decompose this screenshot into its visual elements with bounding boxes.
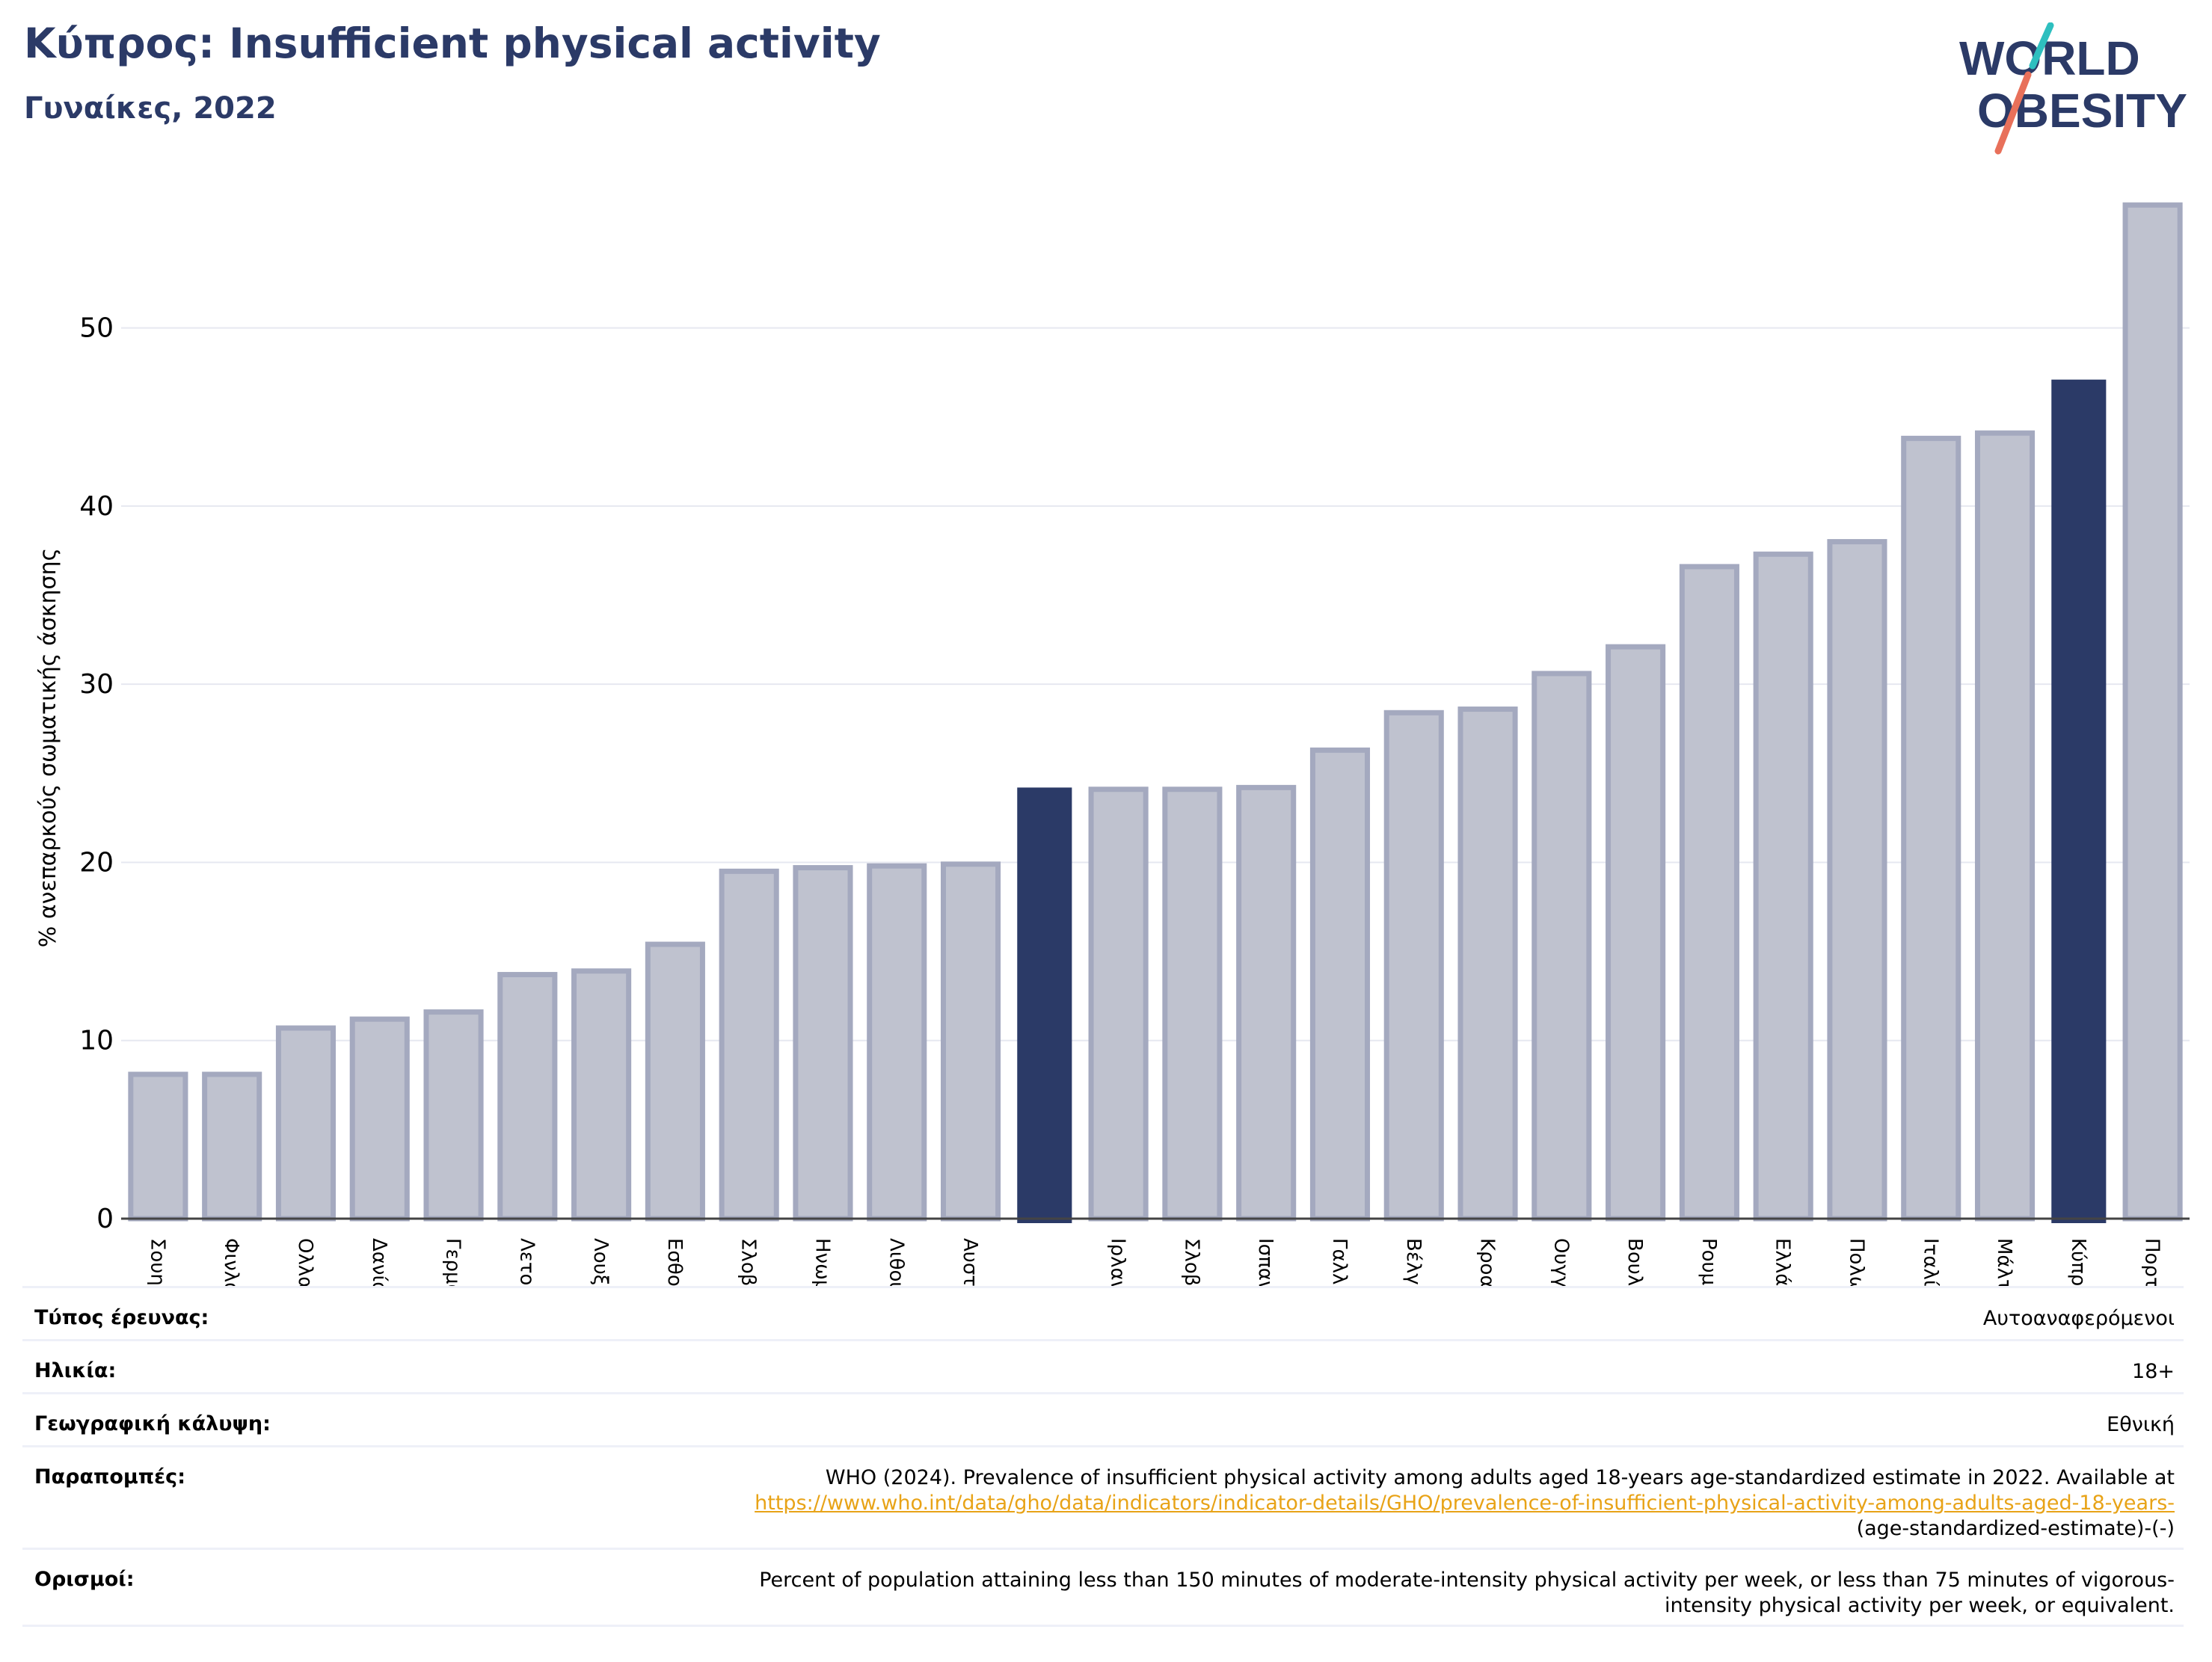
x-tick-label: Μάλτα [1993, 1238, 2015, 1286]
bar [1606, 644, 1666, 1222]
references-value: WHO (2024). Prevalence of insufficient p… [755, 1465, 2175, 1542]
bar [497, 972, 558, 1222]
age-value: 18+ [2132, 1360, 2175, 1383]
y-axis-ticks: 0 10 20 30 40 50 [79, 313, 114, 1234]
x-tick-label: Κροατία [1476, 1238, 1499, 1286]
bar [275, 1025, 337, 1222]
bar [2122, 202, 2183, 1222]
bar [1679, 564, 1739, 1222]
bar [793, 865, 853, 1222]
bar-highlighted [2051, 379, 2107, 1223]
coverage-label: Γεωγραφική κάλυψη: [34, 1412, 271, 1435]
x-tick-label: Ολλανδία [294, 1238, 316, 1286]
world-obesity-logo: WORLD OBESITY [1959, 22, 2187, 155]
bar [1088, 787, 1149, 1222]
x-axis-labels: Σουηδία Φινλανδία Ολλανδία Δανία Γερμανία Λετ… [146, 1238, 2163, 1286]
bars [128, 202, 2183, 1223]
definitions-line2: intensity physical activity per week, or… [1664, 1594, 2175, 1617]
x-tick-label: Πολωνία [1845, 1238, 1867, 1286]
meta-row-references: Παραπομπές: WHO (2024). Prevalence of in… [22, 1445, 2184, 1548]
references-tail: (age-standardized-estimate)-(-) [1856, 1517, 2175, 1540]
definitions-label: Ορισμοί: [34, 1568, 135, 1591]
bar [1901, 435, 1961, 1222]
y-tick-label: 20 [79, 847, 114, 878]
x-tick-label: Γαλλία [1328, 1238, 1351, 1286]
x-tick-label: Πορτογαλία [2141, 1238, 2163, 1286]
meta-row-survey-type: Τύπος έρευνας: Αυτοαναφερόμενοι [22, 1286, 2184, 1339]
survey-type-label: Τύπος έρευνας: [34, 1306, 209, 1329]
x-tick-label: Βέλγιο [1402, 1238, 1425, 1286]
bar [940, 861, 1001, 1222]
y-tick-label: 10 [79, 1026, 114, 1056]
y-axis-label: % ανεπαρκούς σωματικής άσκησης [35, 548, 61, 947]
x-tick-label: Εσθονία [663, 1238, 686, 1286]
meta-row-age: Ηλικία: 18+ [22, 1339, 2184, 1392]
bar [1457, 707, 1518, 1222]
x-tick-label: Σλοβενία [737, 1238, 760, 1286]
bar [1236, 784, 1297, 1222]
bar [1974, 430, 2036, 1222]
page-title: Κύπρος: Insufficient physical activity [24, 19, 881, 67]
x-tick-label: Δανία [368, 1238, 390, 1286]
definitions-value: Percent of population attaining less tha… [759, 1568, 2175, 1619]
y-tick-label: 40 [79, 491, 114, 522]
x-tick-label: Σλοβακία [1180, 1238, 1202, 1286]
x-tick-label: Φινλανδία [220, 1238, 242, 1286]
bar [867, 863, 927, 1222]
bar [719, 868, 779, 1222]
coverage-value: Εθνική [2107, 1413, 2175, 1436]
bar [1753, 551, 1813, 1222]
x-tick-label: Ελλάδα [1772, 1238, 1794, 1286]
age-label: Ηλικία: [34, 1359, 117, 1382]
bar [1383, 710, 1444, 1222]
x-tick-label: Λουξεμβούργο [589, 1238, 612, 1286]
x-tick-label: Ρουμανία [1698, 1238, 1720, 1286]
bar [349, 1016, 410, 1222]
bar-highlighted [1017, 787, 1072, 1223]
x-tick-label: Ιρλανδία [1107, 1238, 1129, 1286]
y-tick-label: 30 [79, 669, 114, 700]
x-tick-label: Γερμανία [442, 1238, 464, 1286]
bar [571, 968, 632, 1222]
logo-line1: WORLD [1959, 31, 2140, 85]
bar [645, 941, 705, 1222]
bar [1827, 539, 1887, 1222]
logo-slash-teal [2029, 22, 2054, 70]
x-tick-label: Ιταλία [1919, 1238, 1941, 1286]
x-tick-label: Λιθουανία [885, 1238, 907, 1286]
metadata-table: Τύπος έρευνας: Αυτοαναφερόμενοι Ηλικία: … [22, 1286, 2184, 1627]
bar [1162, 787, 1223, 1222]
definitions-line1: Percent of population attaining less tha… [759, 1569, 2175, 1592]
y-tick-label: 50 [79, 313, 114, 344]
references-label: Παραπομπές: [34, 1465, 185, 1489]
references-text: WHO (2024). Prevalence of insufficient p… [825, 1466, 2175, 1489]
x-tick-label: Ουγγαρία [1549, 1238, 1572, 1286]
bar [1309, 747, 1371, 1222]
x-tick-label: Λετονία [515, 1238, 538, 1286]
bar-chart: 0 10 20 30 40 50 Σουηδία Φινλανδία Ολλανδία Δανί… [35, 202, 2190, 1286]
y-tick-label: 0 [96, 1204, 114, 1234]
bar [202, 1071, 262, 1222]
bar [128, 1071, 188, 1222]
logo-slash-coral [1994, 71, 2032, 155]
x-tick-label: Ηνωμένο Βασίλειο [811, 1238, 833, 1286]
meta-row-definitions: Ορισμοί: Percent of population attaining… [22, 1548, 2184, 1627]
x-tick-label: Σουηδία [146, 1238, 168, 1286]
references-link[interactable]: https://www.who.int/data/gho/data/indica… [755, 1492, 2175, 1515]
x-tick-label: Αυστρία [959, 1238, 981, 1286]
x-tick-label: Βουλγαρία [1623, 1238, 1646, 1286]
bar [1531, 671, 1592, 1222]
x-tick-label: Ισπανία [1254, 1238, 1276, 1286]
bar [423, 1009, 484, 1222]
survey-type-value: Αυτοαναφερόμενοι [1982, 1307, 2175, 1330]
x-tick-label: Κύπρος [2067, 1238, 2089, 1286]
meta-row-coverage: Γεωγραφική κάλυψη: Εθνική [22, 1392, 2184, 1445]
page-subtitle: Γυναίκες, 2022 [24, 91, 277, 126]
